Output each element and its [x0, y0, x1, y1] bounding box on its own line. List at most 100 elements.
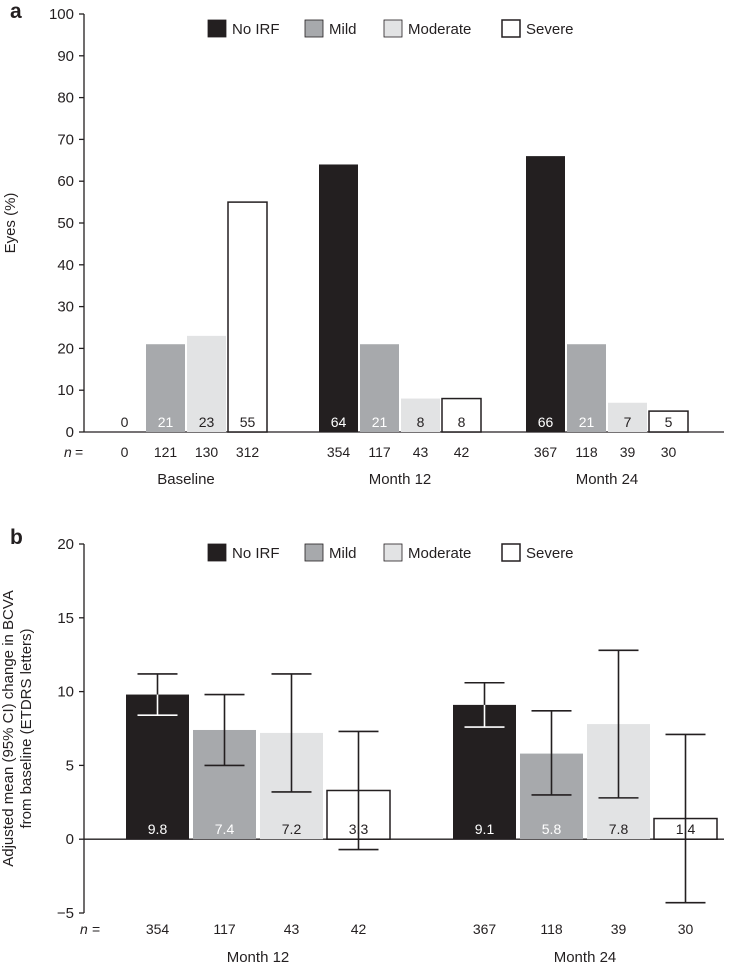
legend-swatch-mild — [304, 19, 324, 38]
y-tick-label-b: 5 — [66, 757, 74, 774]
legend-swatch-moderate — [383, 543, 403, 562]
bar-label-b: 7.2 — [282, 821, 302, 837]
bar-a-month-12-severe — [441, 397, 482, 433]
n-value-a: 118 — [575, 444, 598, 460]
n-value-b: 117 — [213, 921, 236, 937]
y-axis-title-b-line1: Adjusted mean (95% CI) change in BCVA — [0, 590, 17, 867]
category-label-a: Baseline — [157, 471, 215, 488]
n-value-a: 30 — [661, 444, 677, 460]
y-tick-label-a: 20 — [57, 340, 74, 357]
bar-a-month-24-no-irf — [526, 156, 565, 432]
n-value-a: 121 — [154, 444, 178, 460]
y-tick-label-b: −5 — [57, 905, 74, 922]
n-equals-b: = — [92, 921, 100, 937]
bar-label-a: 21 — [158, 414, 174, 430]
legend-label-no-irf: No IRF — [232, 21, 280, 38]
y-tick-label-a: 100 — [49, 6, 74, 23]
y-tick-label-a: 90 — [57, 48, 74, 65]
n-value-b: 118 — [540, 921, 563, 937]
bar-label-b: 7.4 — [215, 821, 235, 837]
bar-label-b: 3.3 — [349, 821, 369, 837]
n-value-a: 354 — [327, 444, 351, 460]
bar-label-a: 8 — [458, 414, 466, 430]
legend-swatch-moderate — [383, 19, 403, 38]
n-prefix-a: n — [64, 444, 72, 460]
legend-label-severe: Severe — [526, 545, 574, 562]
n-value-a: 39 — [620, 444, 636, 460]
bar-label-a: 7 — [624, 414, 632, 430]
y-tick-label-b: 15 — [57, 610, 74, 627]
y-axis-title-a: Eyes (%) — [2, 193, 19, 254]
legend-label-no-irf: No IRF — [232, 545, 280, 562]
bar-label-a: 23 — [199, 414, 215, 430]
bar-a-month-24-severe — [648, 410, 689, 433]
legend-swatch-no-irf — [207, 543, 227, 562]
category-label-a: Month 24 — [576, 471, 639, 488]
n-prefix-b: n — [80, 921, 88, 937]
bar-label-a: 66 — [538, 414, 554, 430]
bar-label-b: 5.8 — [542, 821, 562, 837]
y-tick-label-a: 80 — [57, 90, 74, 107]
n-value-b: 367 — [473, 921, 497, 937]
y-tick-label-a: 40 — [57, 257, 74, 274]
bar-a-month-12-mild — [360, 344, 399, 432]
bar-a-baseline-moderate — [187, 335, 226, 432]
bar-a-baseline-mild — [146, 344, 185, 432]
panel-a-letter: a — [10, 0, 22, 23]
y-tick-label-b: 0 — [66, 831, 74, 848]
n-value-a: 312 — [236, 444, 260, 460]
bar-a-month-24-mild — [567, 344, 606, 432]
n-value-a: 130 — [195, 444, 219, 460]
y-tick-label-a: 0 — [66, 424, 74, 441]
bar-label-a: 0 — [121, 414, 129, 430]
bar-label-a: 5 — [665, 414, 673, 430]
bar-a-baseline-severe — [227, 201, 268, 433]
n-value-b: 354 — [146, 921, 170, 937]
legend-swatch-mild — [304, 543, 324, 562]
bar-a-month-24-moderate — [608, 402, 647, 432]
bar-label-a: 21 — [579, 414, 595, 430]
legend-label-mild: Mild — [329, 21, 357, 38]
y-axis-title-b-line2: from baseline (ETDRS letters) — [18, 628, 35, 828]
bar-label-b: 7.8 — [609, 821, 629, 837]
n-equals-a: = — [75, 444, 83, 460]
n-value-b: 42 — [351, 921, 367, 937]
legend-swatch-severe — [501, 19, 521, 38]
n-value-a: 43 — [413, 444, 429, 460]
n-value-a: 117 — [368, 444, 391, 460]
legend-label-severe: Severe — [526, 21, 574, 38]
bar-label-a: 8 — [417, 414, 425, 430]
y-tick-label-b: 10 — [57, 684, 74, 701]
n-value-b: 43 — [284, 921, 300, 937]
category-label-b: Month 24 — [554, 949, 617, 966]
bar-label-a: 21 — [372, 414, 388, 430]
y-tick-label-a: 70 — [57, 131, 74, 148]
y-tick-label-a: 30 — [57, 299, 74, 316]
bar-a-month-12-no-irf — [319, 164, 358, 433]
bar-label-b: 9.8 — [148, 821, 168, 837]
bar-label-b: 1.4 — [676, 821, 696, 837]
n-value-a: 42 — [454, 444, 470, 460]
bar-label-b: 9.1 — [475, 821, 495, 837]
category-label-b: Month 12 — [227, 949, 290, 966]
y-tick-label-a: 50 — [57, 215, 74, 232]
bar-a-month-12-moderate — [401, 398, 440, 432]
n-value-a: 0 — [121, 444, 129, 460]
category-label-a: Month 12 — [369, 471, 432, 488]
legend-label-mild: Mild — [329, 545, 357, 562]
legend-label-moderate: Moderate — [408, 21, 471, 38]
y-tick-label-a: 60 — [57, 173, 74, 190]
legend-label-moderate: Moderate — [408, 545, 471, 562]
legend-swatch-no-irf — [207, 19, 227, 38]
legend-swatch-severe — [501, 543, 521, 562]
y-tick-label-b: 20 — [57, 536, 74, 553]
n-value-b: 39 — [611, 921, 627, 937]
bar-label-a: 55 — [240, 414, 256, 430]
bar-label-a: 64 — [331, 414, 347, 430]
y-tick-label-a: 10 — [57, 382, 74, 399]
panel-b-letter: b — [10, 526, 23, 549]
panel-b-chart: b −5 0 5 10 15 20 Adjusted mean (95% CI) change… — [0, 526, 724, 966]
bar-b-month-12-no-irf — [126, 694, 189, 840]
